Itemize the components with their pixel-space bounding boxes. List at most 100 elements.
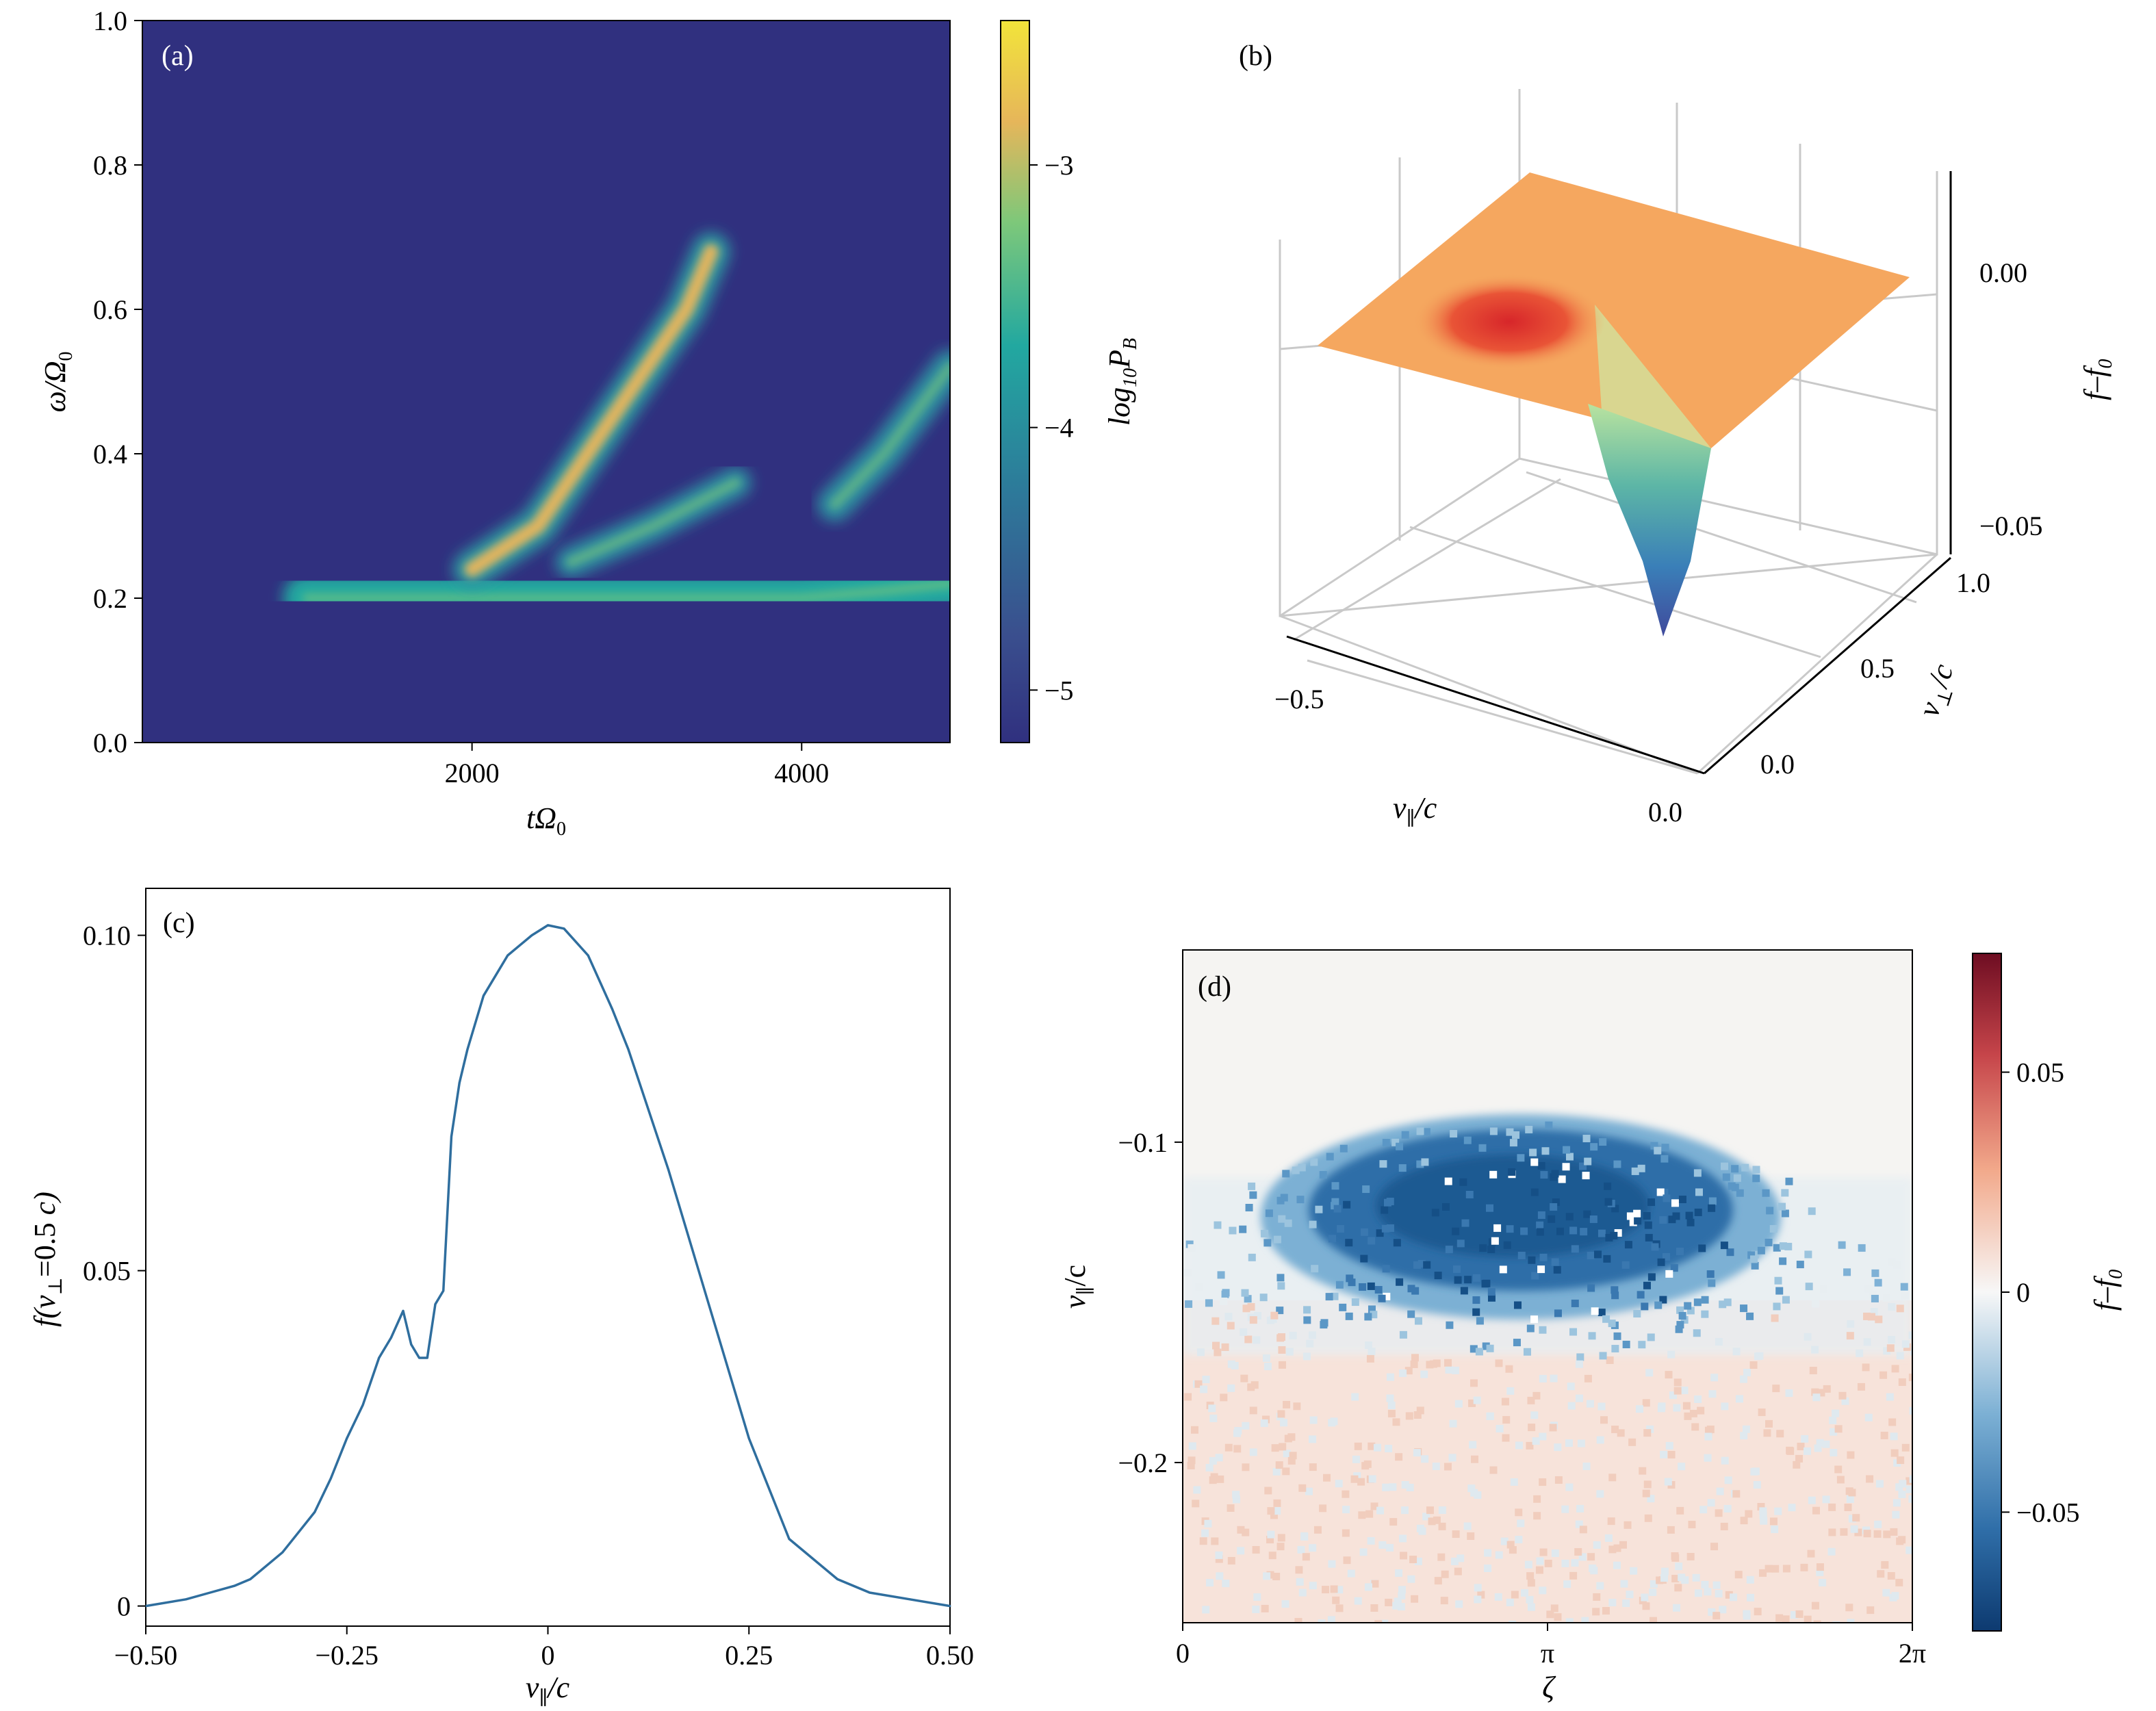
panel-d-pixel-1182 [1428,1517,1436,1526]
panel-d-pixel-248 [1484,1564,1492,1572]
panel-d-pixel-1017 [1756,1352,1764,1360]
panel-d-pixel-648 [1746,1575,1754,1584]
panel-d-pixel-319 [1383,1292,1391,1300]
panel-d-pixel-665 [1422,1513,1430,1521]
panel-d-pixel-1078 [1508,1168,1516,1176]
panel-a-xtick-label-0: 2000 [445,758,500,788]
panel-d-pixel-373 [1642,1399,1650,1407]
panel-d-pixel-1044 [1816,1563,1824,1571]
panel-d-y-ticks: −0.2 −0.1 [1118,1127,1183,1478]
panel-d-pixel-645 [1611,1345,1619,1353]
panel-c-point-18 [434,1303,437,1306]
panel-d-pixel-886 [1201,1529,1209,1537]
panel-d-pixel-1117 [1325,1293,1333,1301]
panel-d-pixel-1348 [1684,1412,1692,1420]
panel-d-pixel-1198 [1438,1522,1446,1530]
panel-d-pixel-133 [1535,1566,1543,1574]
panel-d-pixel-719 [1733,1174,1741,1182]
panel-d-pixel-1248 [1512,1131,1520,1139]
panel-d-pixel-1054 [1297,1545,1305,1554]
panel-d-pixel-1206 [1399,1330,1407,1339]
panel-d-pixel-399 [1604,1198,1613,1206]
panel-d-pixel-302 [1517,1154,1525,1162]
panel-d-pixel-102 [1905,1485,1912,1493]
panel-d-pixel-1175 [1359,1548,1368,1556]
panel-a-colorbar [1000,20,1030,743]
panel-d-pixel-529 [1763,1429,1771,1437]
panel-d-pixel-1284 [1847,1619,1855,1623]
panel-d-pixel-427 [1597,1309,1606,1317]
panel-d-pixel-532 [1392,1418,1400,1426]
panel-c-point-6 [281,1551,284,1554]
panel-d-pixel-560 [1283,1400,1291,1408]
panel-d-pixel-200 [1832,1621,1840,1623]
panel-d-pixel-703 [1673,1387,1682,1395]
panel-d-pixel-1188 [1541,1147,1550,1155]
panel-d-pixel-535 [1454,1567,1462,1575]
panel-c-points [144,924,951,1608]
panel-d-pixel-621 [1208,1404,1216,1413]
panel-d-pixel-788 [1864,1285,1873,1293]
panel-d-pixel-351 [1589,1564,1597,1572]
panel-d-pixel-1000 [1823,1622,1831,1623]
panel-d-pixel-917 [1459,1178,1467,1186]
panel-d-pixel-772 [1511,1591,1519,1599]
panel-a-letter: (a) [162,40,194,72]
panel-d-pixel-391 [1554,1476,1563,1484]
panel-d-pixel-1049 [1249,1406,1257,1415]
panel-d-pixel-963 [1528,1424,1536,1432]
panel-d-pixel-820 [1888,1258,1896,1266]
panel-d-pixel-1342 [1877,1570,1885,1578]
panel-d-noise [1184,1121,1912,1623]
panel-d-pixel-1244 [1774,1507,1782,1515]
panel-d-pixel-1008 [1645,1369,1654,1377]
panel-d-pixel-186 [1751,1250,1759,1259]
panel-d-pixel-785 [1454,1400,1463,1408]
panel-d-pixel-370 [1266,1316,1274,1324]
panel-d-pixel-918 [1633,1209,1641,1218]
panel-d-pixel-1394 [1278,1346,1286,1354]
panel-d-pixel-615 [1549,1424,1557,1432]
panel-a-ylabel: ω/Ω0 [38,351,77,412]
panel-d-pixel-1234 [1232,1491,1240,1499]
panel-d-pixel-1168 [1622,1340,1630,1348]
panel-d-pixel-1152 [1619,1541,1628,1549]
panel-d-pixel-249 [1822,1440,1830,1448]
panel-d-pixel-1297 [1328,1560,1336,1568]
panel-d-pixel-962 [1741,1163,1749,1172]
panel-d-pixel-845 [1188,1442,1196,1450]
panel-d-pixel-811 [1527,1396,1535,1404]
panel-d-pixel-28 [1396,1278,1404,1286]
panel-d-pixel-548 [1506,1541,1515,1549]
panel-d-pixel-1064 [1432,1462,1440,1470]
panel-d-pixel-651 [1708,1608,1716,1616]
panel-c-point-23 [483,994,485,997]
panel-d-pixel-1322 [1227,1322,1235,1330]
panel-d-pixel-1377 [1778,1202,1786,1211]
panel-d-pixel-412 [1882,1588,1890,1597]
panel-a-ytick-label-0: 0.0 [93,728,127,758]
panel-d-pixel-122 [1899,1480,1907,1488]
panel-d-pixel-767 [1896,1352,1904,1360]
panel-d-pixel-1162 [1376,1229,1384,1237]
panel-d-pixel-234 [1752,1166,1760,1174]
panel-d-pixel-163 [1188,1456,1196,1465]
panel-d-pixel-294 [1582,1134,1591,1142]
panel-d-pixel-1294 [1364,1313,1372,1321]
panel-a-ridge-core-1 [464,244,719,577]
panel-d-pixel-709 [1496,1424,1504,1432]
panel-d-pixel-978 [1873,1530,1882,1538]
panel-d-pixel-469 [1578,1553,1587,1561]
panel-d-pixel-380 [1285,1348,1294,1356]
panel-d-heatmap: 0 π 2π −0.2 −0.1 (d) ζ v∥/c −0.05 0 0.05 f–f0 [1058,949,2127,1704]
panel-d-pixel-632 [1828,1528,1836,1536]
panel-d-pixel-1271 [1302,1553,1310,1561]
panel-d-pixel-1366 [1771,1314,1779,1322]
panel-d-pixel-1156 [1489,1127,1498,1135]
panel-d-pixel-1062 [1467,1484,1476,1493]
panel-d-pixel-192 [1596,1490,1604,1498]
panel-d-pixel-1089 [1874,1520,1882,1528]
panel-d-pixel-277 [1660,1450,1668,1458]
panel-d-pixel-583 [1273,1507,1281,1515]
panel-d-pixel-760 [1731,1165,1739,1173]
